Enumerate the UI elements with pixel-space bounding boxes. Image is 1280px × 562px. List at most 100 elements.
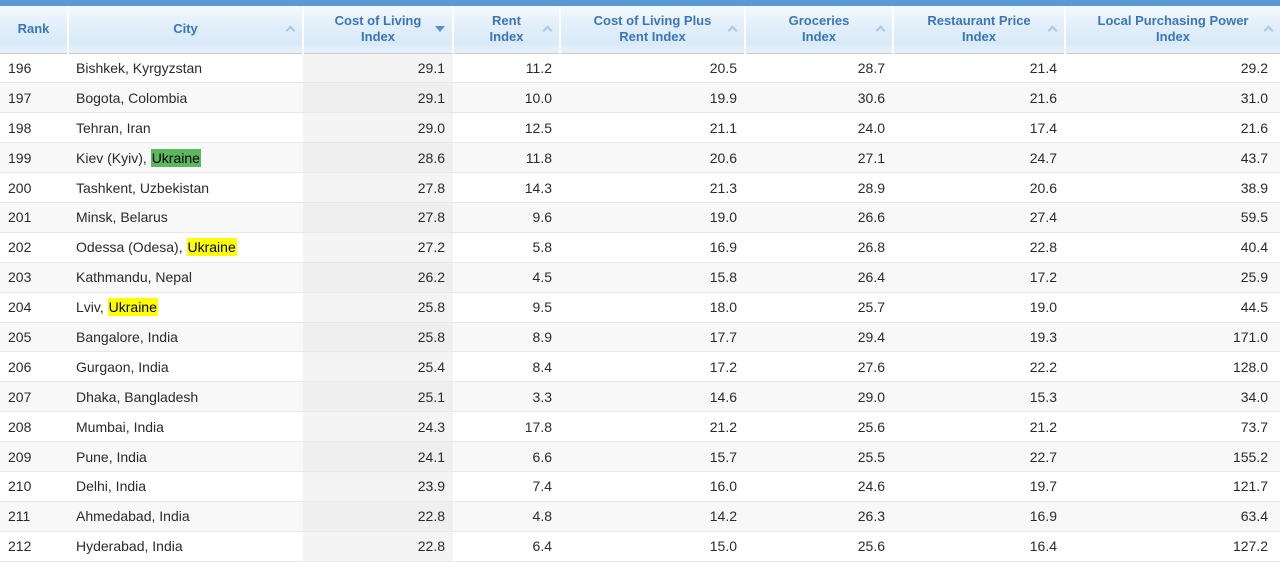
rent-index-cell: 17.8 bbox=[453, 411, 560, 443]
table-row: 208 Mumbai, India 24.3 17.8 21.2 25.6 21… bbox=[0, 411, 1280, 443]
rent-index-cell: 12.5 bbox=[453, 112, 560, 144]
groceries-index-cell: 29.4 bbox=[745, 322, 893, 353]
cost-of-living-plus-rent-index-cell: 16.9 bbox=[560, 232, 745, 263]
table-row: 198 Tehran, Iran 29.0 12.5 21.1 24.0 17.… bbox=[0, 112, 1280, 144]
cost-of-living-plus-rent-index-cell: 17.7 bbox=[560, 322, 745, 353]
city-cell: Pune, India bbox=[68, 441, 303, 472]
rent-index-cell: 4.8 bbox=[453, 501, 560, 532]
restaurant-price-index-cell: 22.7 bbox=[893, 441, 1065, 472]
groceries-index-cell: 26.4 bbox=[745, 262, 893, 293]
rent-index-cell: 3.3 bbox=[453, 381, 560, 413]
cost-of-living-plus-rent-index-cell: 18.0 bbox=[560, 292, 745, 323]
column-label: Local Purchasing Power bbox=[1097, 13, 1249, 29]
groceries-index-cell: 26.8 bbox=[745, 232, 893, 263]
rank-cell: 209 bbox=[0, 441, 68, 472]
cost-of-living-index-cell: 24.1 bbox=[303, 441, 453, 472]
groceries-index-cell: 28.9 bbox=[745, 172, 893, 203]
restaurant-price-index-cell: 21.2 bbox=[893, 411, 1065, 443]
column-header-rent-index[interactable]: Rent Index bbox=[452, 6, 560, 54]
city-name: Mumbai, India bbox=[76, 418, 164, 435]
cost-of-living-plus-rent-index-cell: 15.0 bbox=[560, 531, 745, 562]
city-cell: Delhi, India bbox=[68, 471, 303, 502]
cost-of-living-plus-rent-index-cell: 19.0 bbox=[560, 202, 745, 233]
sort-caret-icon bbox=[1264, 24, 1273, 33]
city-country-highlight: Ukraine bbox=[186, 238, 237, 257]
header-accent-bar bbox=[0, 0, 1280, 6]
rank-cell: 212 bbox=[0, 531, 68, 562]
city-cell: Hyderabad, India bbox=[68, 531, 303, 562]
local-purchasing-power-index-cell: 25.9 bbox=[1065, 262, 1280, 293]
cost-of-living-index-cell: 29.1 bbox=[303, 82, 453, 114]
groceries-index-cell: 25.7 bbox=[745, 292, 893, 323]
column-label: Rent bbox=[492, 13, 521, 29]
local-purchasing-power-index-cell: 121.7 bbox=[1065, 471, 1280, 502]
column-header-restaurant-price-index[interactable]: Restaurant Price Index bbox=[892, 6, 1065, 54]
cost-of-living-plus-rent-index-cell: 21.3 bbox=[560, 172, 745, 203]
restaurant-price-index-cell: 19.0 bbox=[893, 292, 1065, 323]
local-purchasing-power-index-cell: 44.5 bbox=[1065, 292, 1280, 323]
column-header-city[interactable]: City bbox=[67, 6, 303, 54]
groceries-index-cell: 28.7 bbox=[745, 53, 893, 84]
city-cell: Ahmedabad, India bbox=[68, 501, 303, 532]
table-row: 212 Hyderabad, India 22.8 6.4 15.0 25.6 … bbox=[0, 531, 1280, 562]
table-row: 206 Gurgaon, India 25.4 8.4 17.2 27.6 22… bbox=[0, 351, 1280, 383]
city-name: Minsk, Belarus bbox=[76, 209, 168, 226]
rank-cell: 196 bbox=[0, 53, 68, 84]
table-row: 196 Bishkek, Kyrgyzstan 29.1 11.2 20.5 2… bbox=[0, 53, 1280, 84]
table-row: 209 Pune, India 24.1 6.6 15.7 25.5 22.7 … bbox=[0, 441, 1280, 472]
column-header-local-purchasing-power-index[interactable]: Local Purchasing Power Index bbox=[1064, 6, 1280, 54]
city-name: Tashkent, Uzbekistan bbox=[76, 179, 210, 196]
local-purchasing-power-index-cell: 155.2 bbox=[1065, 441, 1280, 472]
groceries-index-cell: 25.5 bbox=[745, 441, 893, 472]
city-cell: Tehran, Iran bbox=[68, 112, 303, 144]
cost-of-living-plus-rent-index-cell: 21.1 bbox=[560, 112, 745, 144]
restaurant-price-index-cell: 22.8 bbox=[893, 232, 1065, 263]
rent-index-cell: 10.0 bbox=[453, 82, 560, 114]
rent-index-cell: 8.4 bbox=[453, 351, 560, 383]
groceries-index-cell: 26.6 bbox=[745, 202, 893, 233]
groceries-index-cell: 27.6 bbox=[745, 351, 893, 383]
rent-index-cell: 6.6 bbox=[453, 441, 560, 472]
cost-of-living-plus-rent-index-cell: 21.2 bbox=[560, 411, 745, 443]
local-purchasing-power-index-cell: 127.2 bbox=[1065, 531, 1280, 562]
cost-of-living-plus-rent-index-cell: 14.2 bbox=[560, 501, 745, 532]
rank-cell: 200 bbox=[0, 172, 68, 203]
column-header-cost-of-living-plus-rent-index[interactable]: Cost of Living Plus Rent Index bbox=[559, 6, 745, 54]
restaurant-price-index-cell: 24.7 bbox=[893, 142, 1065, 174]
cost-of-living-plus-rent-index-cell: 17.2 bbox=[560, 351, 745, 383]
cost-of-living-index-cell: 28.6 bbox=[303, 142, 453, 174]
cost-of-living-plus-rent-index-cell: 14.6 bbox=[560, 381, 745, 413]
local-purchasing-power-index-cell: 40.4 bbox=[1065, 232, 1280, 263]
table-row: 200 Tashkent, Uzbekistan 27.8 14.3 21.3 … bbox=[0, 172, 1280, 203]
rent-index-cell: 7.4 bbox=[453, 471, 560, 502]
cost-of-living-index-cell: 26.2 bbox=[303, 262, 453, 293]
table-header: Rank City Cost of Living Index Rent Inde… bbox=[0, 6, 1280, 54]
restaurant-price-index-cell: 15.3 bbox=[893, 381, 1065, 413]
column-label-line2: Index bbox=[361, 29, 395, 45]
restaurant-price-index-cell: 27.4 bbox=[893, 202, 1065, 233]
groceries-index-cell: 25.6 bbox=[745, 531, 893, 562]
column-header-groceries-index[interactable]: Groceries Index bbox=[744, 6, 893, 54]
cost-of-living-plus-rent-index-cell: 20.5 bbox=[560, 53, 745, 84]
rank-cell: 205 bbox=[0, 322, 68, 353]
groceries-index-cell: 30.6 bbox=[745, 82, 893, 114]
column-header-cost-of-living-index[interactable]: Cost of Living Index bbox=[302, 6, 453, 54]
column-header-rank[interactable]: Rank bbox=[0, 6, 68, 54]
table-row: 199 Kiev (Kyiv), Ukraine 28.6 11.8 20.6 … bbox=[0, 142, 1280, 174]
table-body: 196 Bishkek, Kyrgyzstan 29.1 11.2 20.5 2… bbox=[0, 53, 1280, 562]
local-purchasing-power-index-cell: 59.5 bbox=[1065, 202, 1280, 233]
cost-of-living-index-cell: 29.1 bbox=[303, 53, 453, 84]
cost-of-living-index-cell: 27.8 bbox=[303, 202, 453, 233]
city-cell: Tashkent, Uzbekistan bbox=[68, 172, 303, 203]
city-name: Ahmedabad, India bbox=[76, 508, 190, 525]
city-country-highlight: Ukraine bbox=[150, 148, 201, 167]
rent-index-cell: 8.9 bbox=[453, 322, 560, 353]
rank-cell: 201 bbox=[0, 202, 68, 233]
city-cell: Bangalore, India bbox=[68, 322, 303, 353]
local-purchasing-power-index-cell: 171.0 bbox=[1065, 322, 1280, 353]
cost-of-living-index-cell: 29.0 bbox=[303, 112, 453, 144]
cost-of-living-index-cell: 22.8 bbox=[303, 501, 453, 532]
rent-index-cell: 9.5 bbox=[453, 292, 560, 323]
local-purchasing-power-index-cell: 63.4 bbox=[1065, 501, 1280, 532]
restaurant-price-index-cell: 17.4 bbox=[893, 112, 1065, 144]
